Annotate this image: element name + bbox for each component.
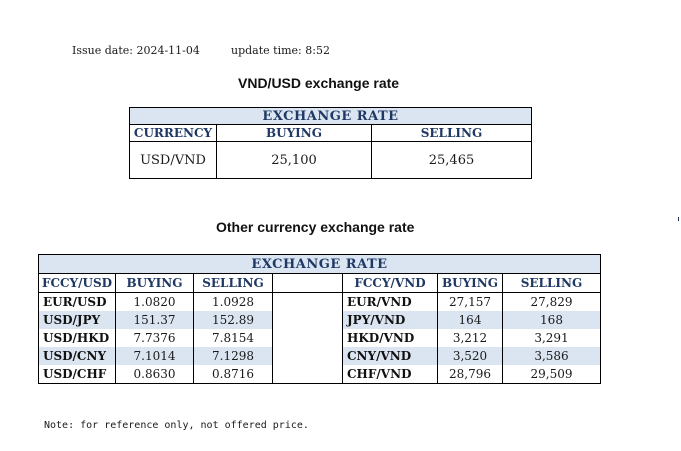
right-buying: 3,520 — [437, 347, 503, 365]
table-row: USD/HKD 7.7376 7.8154 HKD/VND 3,212 3,29… — [38, 329, 601, 347]
col-left-selling: SELLING — [193, 273, 273, 293]
col-fccy-usd: FCCY/USD — [38, 273, 116, 293]
other-title: Other currency exchange rate — [216, 219, 415, 235]
right-pair: CNY/VND — [342, 347, 438, 365]
edge-mark — [678, 217, 679, 221]
left-buying: 0.8630 — [115, 365, 194, 384]
col-right-buying: BUYING — [437, 273, 503, 293]
col-right-selling: SELLING — [502, 273, 601, 293]
update-time-value: 8:52 — [305, 44, 330, 57]
right-buying: 27,157 — [437, 292, 503, 311]
col-currency: CURRENCY — [129, 124, 217, 142]
left-pair: USD/JPY — [38, 311, 116, 329]
right-pair: EUR/VND — [342, 292, 438, 311]
left-buying: 7.7376 — [115, 329, 194, 347]
table-row: USD/JPY 151.37 152.89 JPY/VND 164 168 — [38, 311, 601, 329]
left-selling: 7.1298 — [193, 347, 273, 365]
right-pair: HKD/VND — [342, 329, 438, 347]
left-buying: 7.1014 — [115, 347, 194, 365]
col-buying: BUYING — [216, 124, 372, 142]
update-time-line: update time: 8:52 — [231, 44, 330, 57]
spacer-cell — [272, 347, 343, 365]
left-selling: 7.8154 — [193, 329, 273, 347]
update-time-label: update time: — [231, 44, 302, 57]
right-pair: JPY/VND — [342, 311, 438, 329]
left-pair: USD/CHF — [38, 365, 116, 384]
left-buying: 151.37 — [115, 311, 194, 329]
right-selling: 3,291 — [534, 331, 569, 345]
buying-cell: 25,100 — [216, 141, 372, 179]
left-selling: 152.89 — [193, 311, 273, 329]
left-buying: 1.0820 — [115, 292, 194, 311]
right-buying: 28,796 — [437, 365, 503, 384]
right-pair: CHF/VND — [342, 365, 438, 384]
right-buying: 3,212 — [437, 329, 503, 347]
col-selling: SELLING — [371, 124, 532, 142]
left-selling: 0.8716 — [193, 365, 273, 384]
right-selling: 3,586 — [534, 349, 569, 363]
spacer-cell — [272, 365, 343, 384]
right-selling: 168 — [540, 313, 563, 327]
reference-note: Note: for reference only, not offered pr… — [44, 420, 309, 431]
spacer-column — [272, 273, 343, 293]
spacer-cell — [272, 292, 343, 311]
issue-date-value: 2024-11-04 — [136, 44, 200, 57]
issue-date-label: Issue date: — [72, 44, 133, 57]
spacer-cell — [272, 311, 343, 329]
main-title: VND/USD exchange rate — [238, 75, 400, 91]
currency-cell: USD/VND — [129, 141, 217, 179]
table-row: EUR/USD 1.0820 1.0928 EUR/VND 27,157 27,… — [38, 292, 601, 311]
spacer-cell — [272, 329, 343, 347]
vnd-usd-table: EXCHANGE RATE CURRENCY BUYING SELLING US… — [129, 107, 532, 179]
col-left-buying: BUYING — [115, 273, 194, 293]
issue-date-line: Issue date: 2024-11-04 — [72, 44, 200, 57]
exchange-rate-header-2: EXCHANGE RATE — [38, 254, 601, 274]
right-selling: 27,829 — [530, 295, 573, 309]
selling-cell: 25,465 — [428, 152, 475, 168]
left-pair: USD/CNY — [38, 347, 116, 365]
left-pair: EUR/USD — [38, 292, 116, 311]
table-row: USD/CNY 7.1014 7.1298 CNY/VND 3,520 3,58… — [38, 347, 601, 365]
left-pair: USD/HKD — [38, 329, 116, 347]
other-currency-table: EXCHANGE RATE FCCY/USD BUYING SELLING FC… — [38, 254, 601, 384]
col-fccy-vnd: FCCY/VND — [342, 273, 438, 293]
exchange-rate-header: EXCHANGE RATE — [129, 107, 532, 125]
left-selling: 1.0928 — [193, 292, 273, 311]
right-buying: 164 — [437, 311, 503, 329]
right-selling: 29,509 — [530, 367, 573, 381]
table-row: USD/CHF 0.8630 0.8716 CHF/VND 28,796 29,… — [38, 365, 601, 384]
